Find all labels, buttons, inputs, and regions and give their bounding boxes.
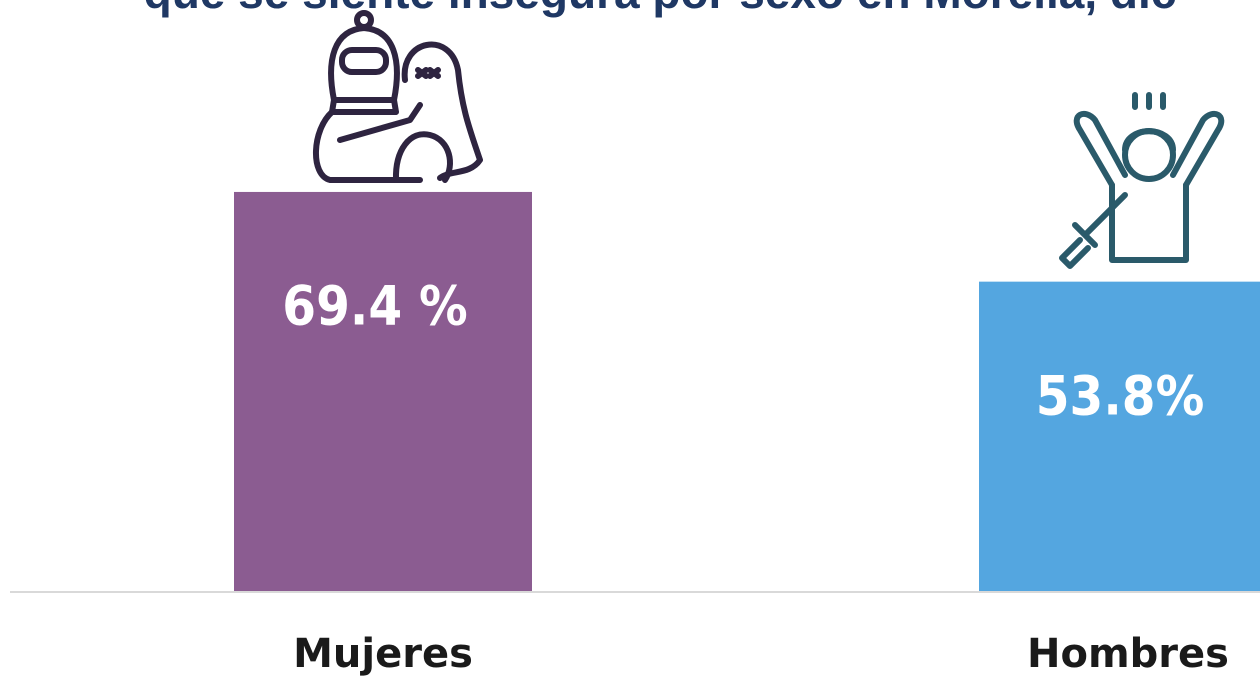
bar bbox=[979, 281, 1260, 591]
value-label: 69.4 % bbox=[282, 275, 467, 338]
icon-women bbox=[313, 10, 483, 183]
x-tick-label: Hombres bbox=[1027, 631, 1229, 677]
x-tick-label: Mujeres bbox=[293, 631, 473, 677]
chart-title: que se siente insegura por sexo en Morel… bbox=[144, 0, 1177, 18]
value-label: 53.8% bbox=[1036, 364, 1205, 427]
bar bbox=[234, 191, 532, 591]
icon-men bbox=[1059, 92, 1225, 269]
